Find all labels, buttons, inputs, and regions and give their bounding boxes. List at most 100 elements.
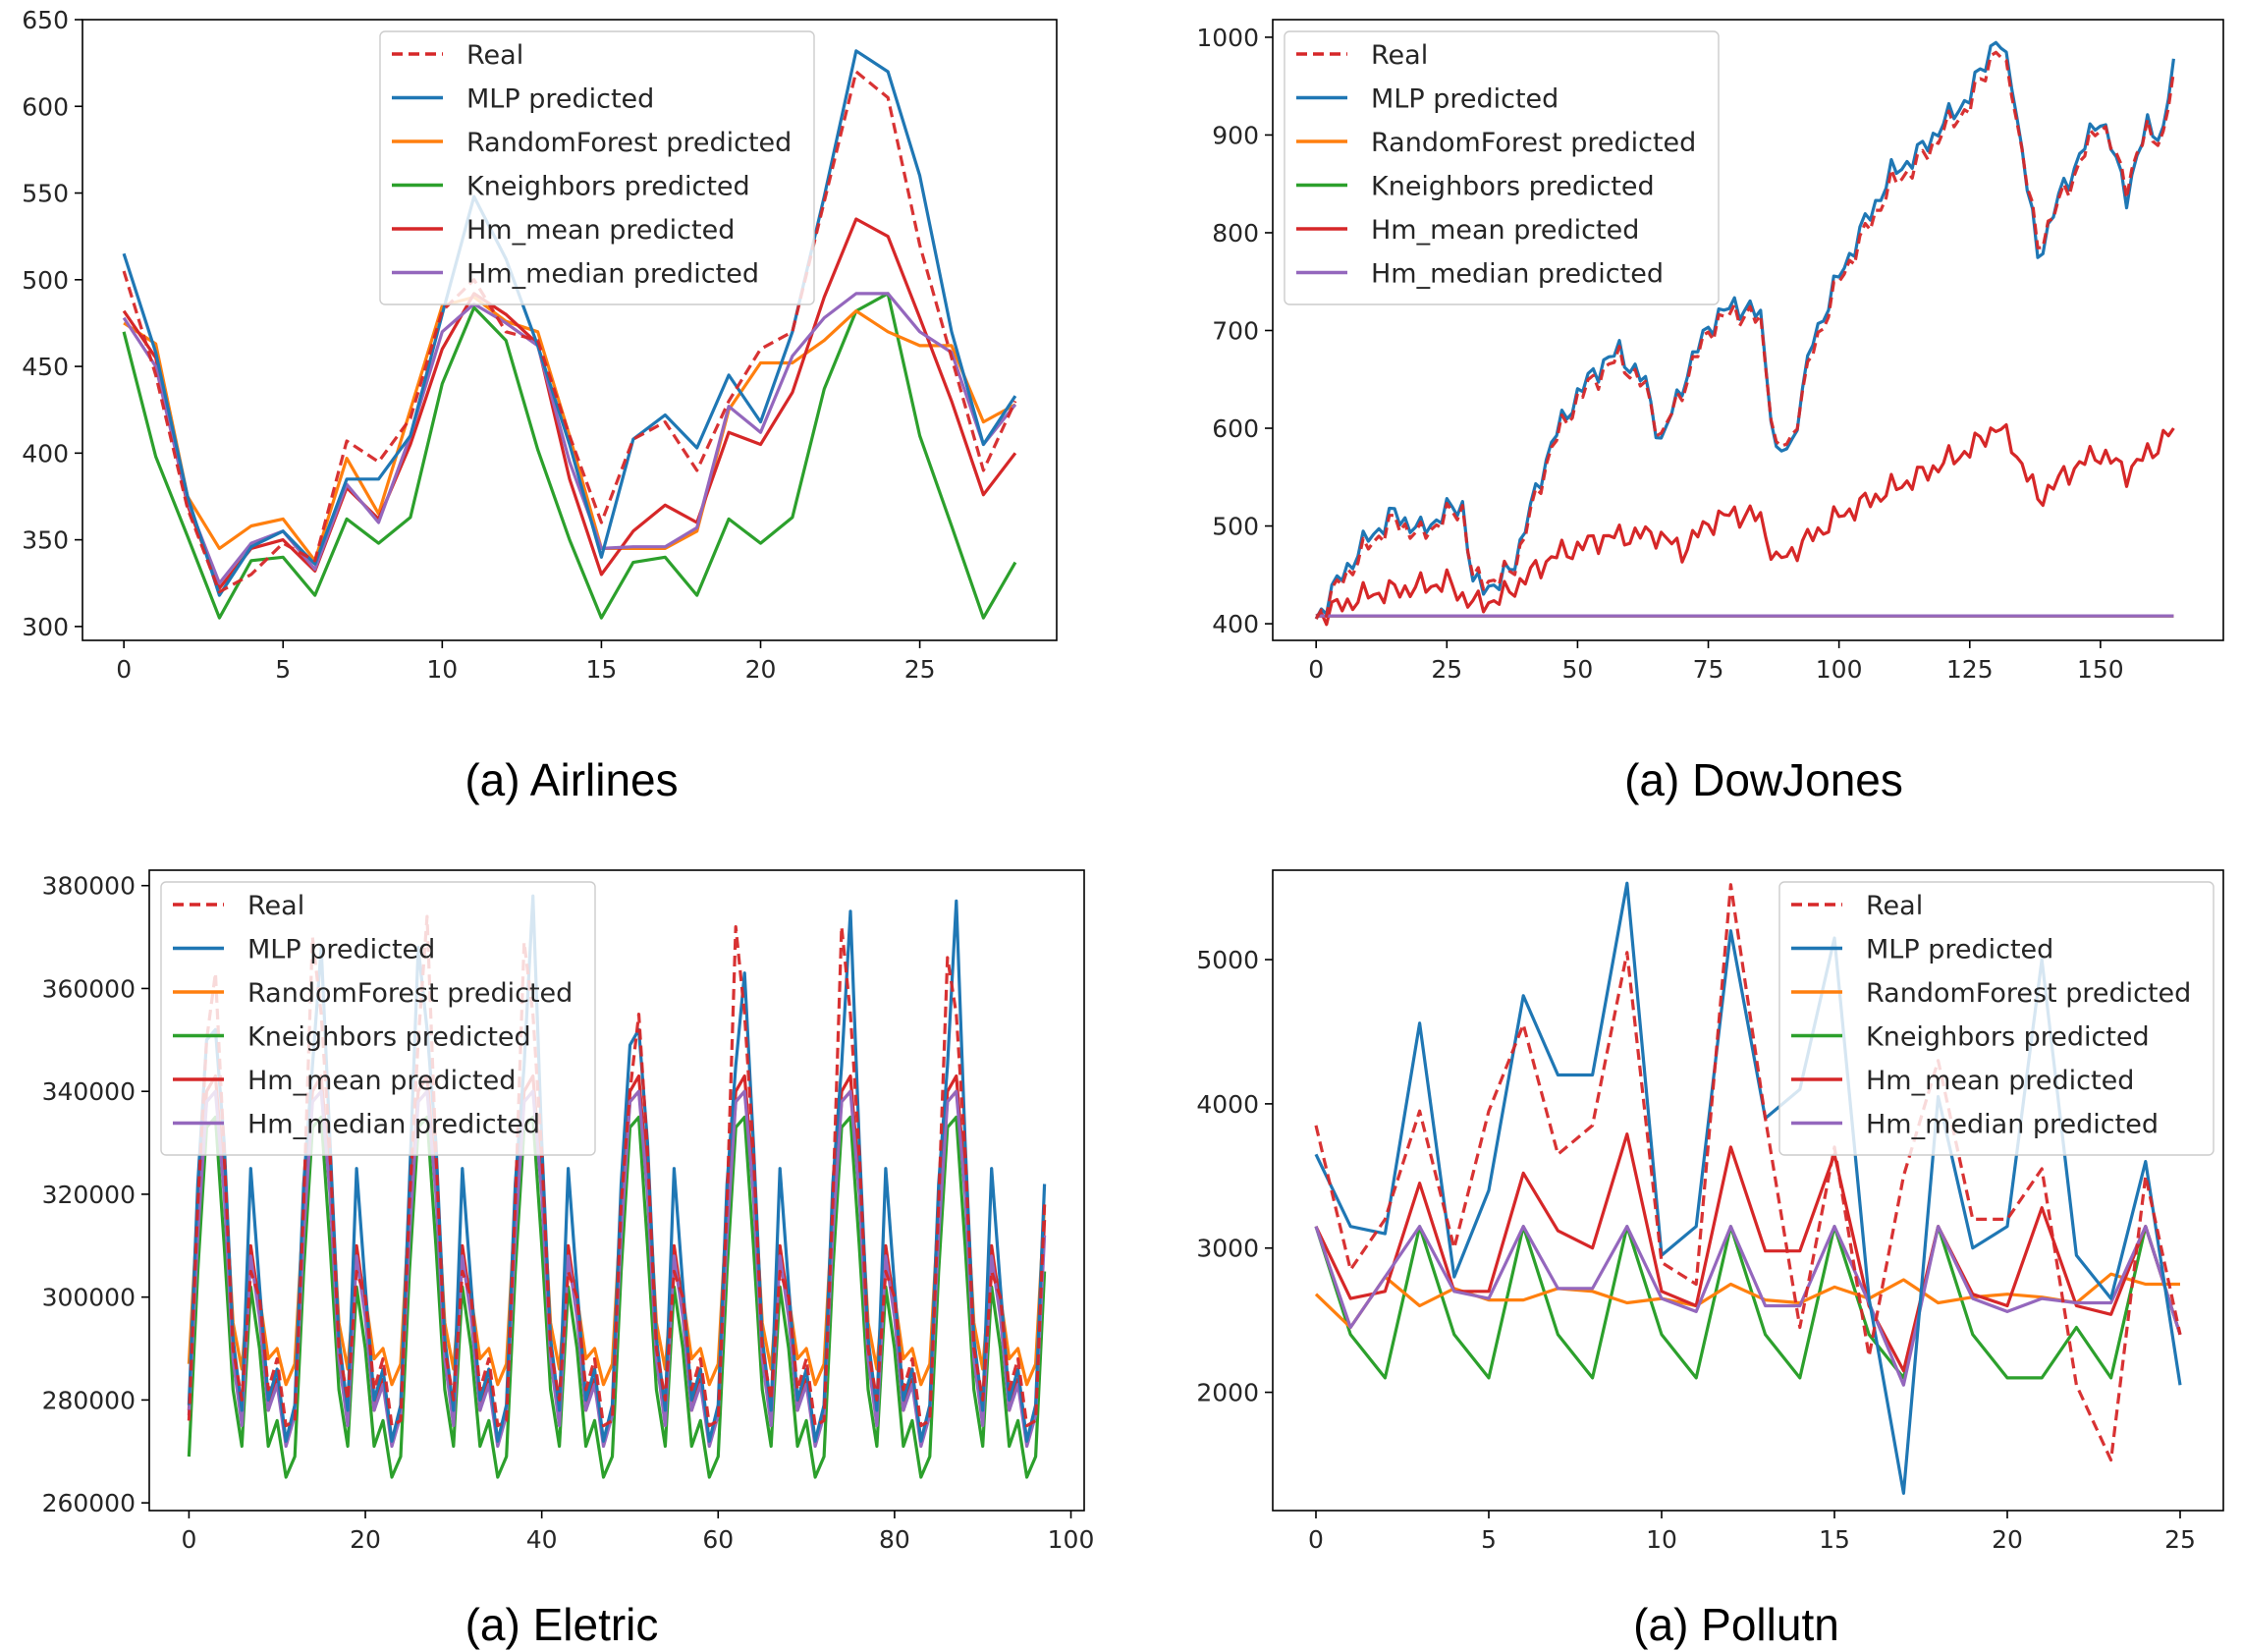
series-line-3 bbox=[187, 1115, 1047, 1479]
y-tick-label: 500 bbox=[22, 266, 69, 295]
x-tick-label: 0 bbox=[181, 1525, 196, 1554]
x-tick-label: 0 bbox=[1308, 655, 1324, 684]
legend: Real MLP predicted RandomForest predicted K… bbox=[1778, 881, 2215, 1156]
legend: Real MLP predicted RandomForest predicted K… bbox=[160, 881, 596, 1156]
series-group bbox=[122, 49, 1017, 620]
series-group bbox=[1314, 40, 2175, 627]
series-group bbox=[187, 894, 1047, 1479]
legend-label: Real bbox=[1866, 891, 1923, 921]
legend-box bbox=[160, 881, 596, 1156]
series-line-4 bbox=[1314, 1132, 2182, 1373]
x-tick-label: 25 bbox=[1431, 655, 1462, 684]
series-line-4 bbox=[122, 217, 1017, 590]
chart-caption: (a) DowJones bbox=[1624, 754, 1903, 805]
x-tick-label: 75 bbox=[1693, 655, 1724, 684]
legend-box bbox=[1778, 881, 2215, 1156]
y-tick-label: 800 bbox=[1212, 219, 1259, 248]
x-tick-label: 20 bbox=[745, 655, 777, 684]
series-line-1 bbox=[122, 49, 1017, 597]
y-tick-label: 5000 bbox=[1196, 946, 1259, 974]
x-tick-label: 0 bbox=[1308, 1525, 1324, 1554]
legend-label: RandomForest predicted bbox=[247, 978, 573, 1009]
legend-label: Hm_median predicted bbox=[1866, 1110, 2159, 1140]
y-tick-label: 4000 bbox=[1196, 1090, 1259, 1119]
y-tick-label: 550 bbox=[22, 180, 69, 208]
legend-label: MLP predicted bbox=[247, 935, 435, 965]
x-tick-label: 5 bbox=[1481, 1525, 1497, 1554]
legend-label: Hm_median predicted bbox=[1371, 259, 1664, 290]
legend-label: Real bbox=[1371, 40, 1428, 71]
x-tick-label: 0 bbox=[116, 655, 132, 684]
series-line-4 bbox=[1315, 422, 2175, 627]
x-tick-label: 60 bbox=[702, 1525, 734, 1554]
legend-label: Real bbox=[247, 891, 304, 921]
x-tick-label: 10 bbox=[1646, 1525, 1677, 1554]
chart-caption: (a) Pollutn bbox=[1633, 1599, 1839, 1650]
x-tick-label: 15 bbox=[586, 655, 618, 684]
legend-label: Kneighbors predicted bbox=[1371, 172, 1655, 202]
y-tick-label: 280000 bbox=[42, 1386, 136, 1414]
y-tick-label: 300 bbox=[22, 613, 69, 641]
x-tick-label: 50 bbox=[1562, 655, 1594, 684]
legend-label: Hm_median predicted bbox=[466, 259, 759, 290]
y-tick-label: 400 bbox=[22, 439, 69, 468]
y-tick-label: 650 bbox=[22, 6, 69, 34]
y-tick-label: 300000 bbox=[42, 1284, 136, 1312]
legend-label: RandomForest predicted bbox=[1371, 128, 1696, 158]
x-tick-label: 20 bbox=[1992, 1525, 2023, 1554]
legend-label: MLP predicted bbox=[466, 84, 654, 115]
plot-frame bbox=[1272, 869, 2224, 1512]
legend: Real MLP predicted RandomForest predicted K… bbox=[379, 30, 815, 305]
x-tick-label: 150 bbox=[2077, 655, 2124, 684]
chart-4: 0 5 10 15 20 25 2000 3000 4000 5000 Real MLP predic… bbox=[1196, 869, 2224, 1650]
y-tick-label: 380000 bbox=[42, 872, 136, 901]
chart-2: 0 25 50 75 100 125 150 400 500 600 700 800 900 1000 Re… bbox=[1196, 19, 2224, 805]
series-line-0 bbox=[122, 70, 1017, 594]
legend-label: Real bbox=[466, 40, 523, 71]
y-tick-label: 350 bbox=[22, 526, 69, 555]
y-tick-label: 2000 bbox=[1196, 1379, 1259, 1407]
legend-label: Hm_mean predicted bbox=[247, 1066, 516, 1096]
plot-frame bbox=[82, 19, 1058, 641]
legend-label: MLP predicted bbox=[1371, 84, 1558, 115]
legend-label: Hm_mean predicted bbox=[1371, 215, 1639, 246]
series-line-0 bbox=[1314, 50, 2175, 620]
series-line-5 bbox=[1314, 1225, 2182, 1387]
y-tick-label: 3000 bbox=[1196, 1235, 1259, 1263]
y-tick-label: 900 bbox=[1212, 121, 1259, 149]
legend: Real MLP predicted RandomForest predicted K… bbox=[1284, 30, 1720, 305]
y-tick-label: 600 bbox=[1212, 414, 1259, 443]
x-tick-label: 10 bbox=[426, 655, 458, 684]
y-tick-label: 600 bbox=[22, 92, 69, 121]
chart-caption: (a) Airlines bbox=[465, 754, 678, 805]
series-line-2 bbox=[123, 295, 1016, 563]
x-tick-label: 20 bbox=[350, 1525, 381, 1554]
legend-label: MLP predicted bbox=[1866, 935, 2053, 965]
legend-box bbox=[1284, 30, 1720, 305]
series-line-3 bbox=[1314, 1225, 2182, 1380]
legend-label: Hm_median predicted bbox=[247, 1110, 540, 1140]
x-tick-label: 5 bbox=[275, 655, 291, 684]
chart-caption: (a) Eletric bbox=[465, 1599, 659, 1650]
plot-frame bbox=[148, 869, 1085, 1512]
y-tick-label: 700 bbox=[1212, 316, 1259, 345]
series-line-0 bbox=[1314, 883, 2182, 1462]
x-tick-label: 80 bbox=[879, 1525, 910, 1554]
y-tick-label: 1000 bbox=[1196, 24, 1259, 52]
legend-label: Hm_mean predicted bbox=[1866, 1066, 2134, 1096]
series-line-3 bbox=[122, 292, 1017, 620]
x-tick-label: 25 bbox=[904, 655, 936, 684]
legend-label: Hm_mean predicted bbox=[466, 215, 735, 246]
x-tick-label: 100 bbox=[1816, 655, 1863, 684]
x-tick-label: 15 bbox=[1819, 1525, 1850, 1554]
x-tick-label: 125 bbox=[1946, 655, 1994, 684]
legend-box bbox=[379, 30, 815, 305]
y-tick-label: 260000 bbox=[42, 1489, 136, 1517]
y-tick-label: 320000 bbox=[42, 1181, 136, 1209]
y-tick-label: 360000 bbox=[42, 974, 136, 1003]
y-tick-label: 450 bbox=[22, 353, 69, 381]
legend-label: Kneighbors predicted bbox=[247, 1022, 531, 1053]
y-tick-label: 400 bbox=[1212, 610, 1259, 638]
legend-label: RandomForest predicted bbox=[466, 128, 792, 158]
legend-label: Kneighbors predicted bbox=[466, 172, 750, 202]
